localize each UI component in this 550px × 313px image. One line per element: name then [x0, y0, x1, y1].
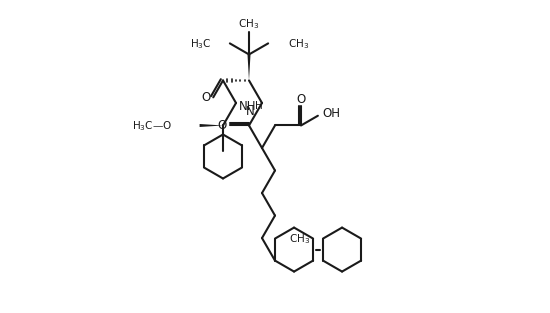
Text: H$_3$C: H$_3$C — [190, 38, 212, 51]
Text: OH: OH — [322, 107, 340, 120]
Text: O: O — [202, 91, 211, 104]
Text: N: N — [246, 105, 255, 118]
Text: H$_3$C—O: H$_3$C—O — [131, 120, 172, 133]
Text: CH$_3$: CH$_3$ — [289, 233, 310, 246]
Polygon shape — [248, 54, 250, 80]
Polygon shape — [200, 124, 223, 127]
Text: NH: NH — [239, 100, 256, 114]
Text: CH$_3$: CH$_3$ — [238, 18, 260, 31]
Text: O: O — [218, 119, 227, 132]
Text: CH$_3$: CH$_3$ — [288, 38, 309, 51]
Text: H: H — [255, 101, 262, 111]
Text: O: O — [296, 94, 306, 106]
